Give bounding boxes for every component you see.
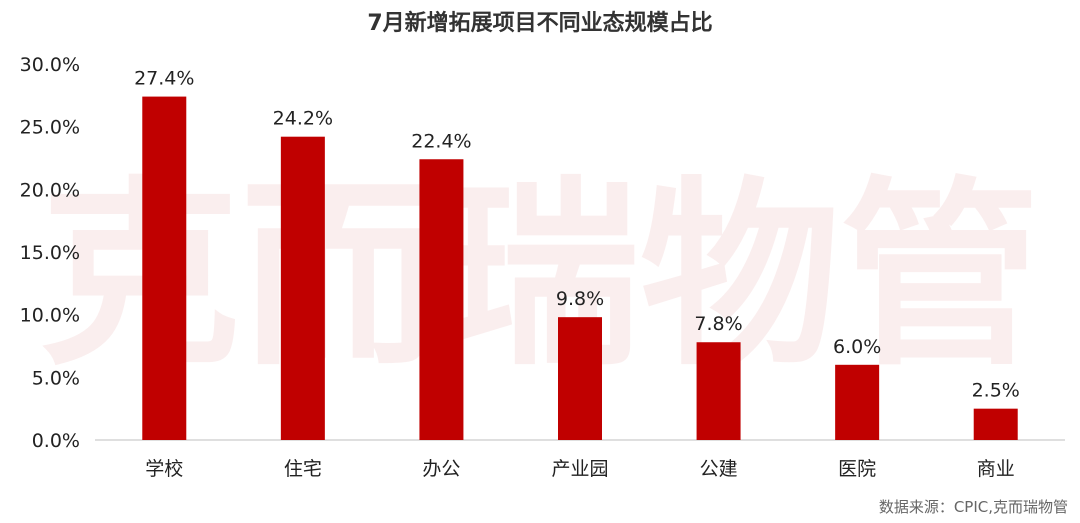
category-labels: 学校 住宅 办公 产业园 公建 医院 商业 xyxy=(145,458,1014,480)
category-label: 住宅 xyxy=(284,458,322,480)
y-tick-label: 5.0% xyxy=(32,367,80,389)
watermark-text: 克而瑞物管 xyxy=(40,160,1040,393)
bar-value-label: 9.8% xyxy=(556,288,604,310)
bars xyxy=(142,96,1018,440)
data-labels: 27.4% 24.2% 22.4% 9.8% 7.8% 6.0% 2.5% xyxy=(134,68,1020,402)
category-label: 产业园 xyxy=(551,458,608,480)
category-label: 办公 xyxy=(422,458,460,480)
category-label: 商业 xyxy=(977,458,1015,480)
chart-title: 7月新增拓展项目不同业态规模占比 xyxy=(367,10,712,36)
bar xyxy=(835,364,880,440)
source-note: 数据来源：CPIC,克而瑞物管 xyxy=(879,498,1068,516)
category-label: 公建 xyxy=(700,458,738,480)
category-label: 医院 xyxy=(838,458,876,480)
bar-value-label: 27.4% xyxy=(134,68,194,90)
y-tick-label: 20.0% xyxy=(20,179,80,201)
bar-value-label: 24.2% xyxy=(273,108,333,130)
y-tick-label: 30.0% xyxy=(20,54,80,76)
y-tick-label: 15.0% xyxy=(20,242,80,264)
y-axis-ticks: 0.0% 5.0% 10.0% 15.0% 20.0% 25.0% 30.0% xyxy=(20,54,80,452)
bar xyxy=(280,136,325,440)
bar xyxy=(973,408,1018,440)
bar-value-label: 7.8% xyxy=(694,313,742,335)
bar xyxy=(419,159,464,440)
category-label: 学校 xyxy=(145,458,183,480)
y-tick-label: 25.0% xyxy=(20,117,80,139)
bar-value-label: 6.0% xyxy=(833,336,881,358)
y-tick-label: 10.0% xyxy=(20,305,80,327)
bar-value-label: 2.5% xyxy=(972,380,1020,402)
bar xyxy=(142,96,187,440)
y-tick-label: 0.0% xyxy=(32,430,80,452)
bar xyxy=(696,342,741,440)
bar-value-label: 22.4% xyxy=(411,130,471,152)
bar xyxy=(558,317,602,440)
